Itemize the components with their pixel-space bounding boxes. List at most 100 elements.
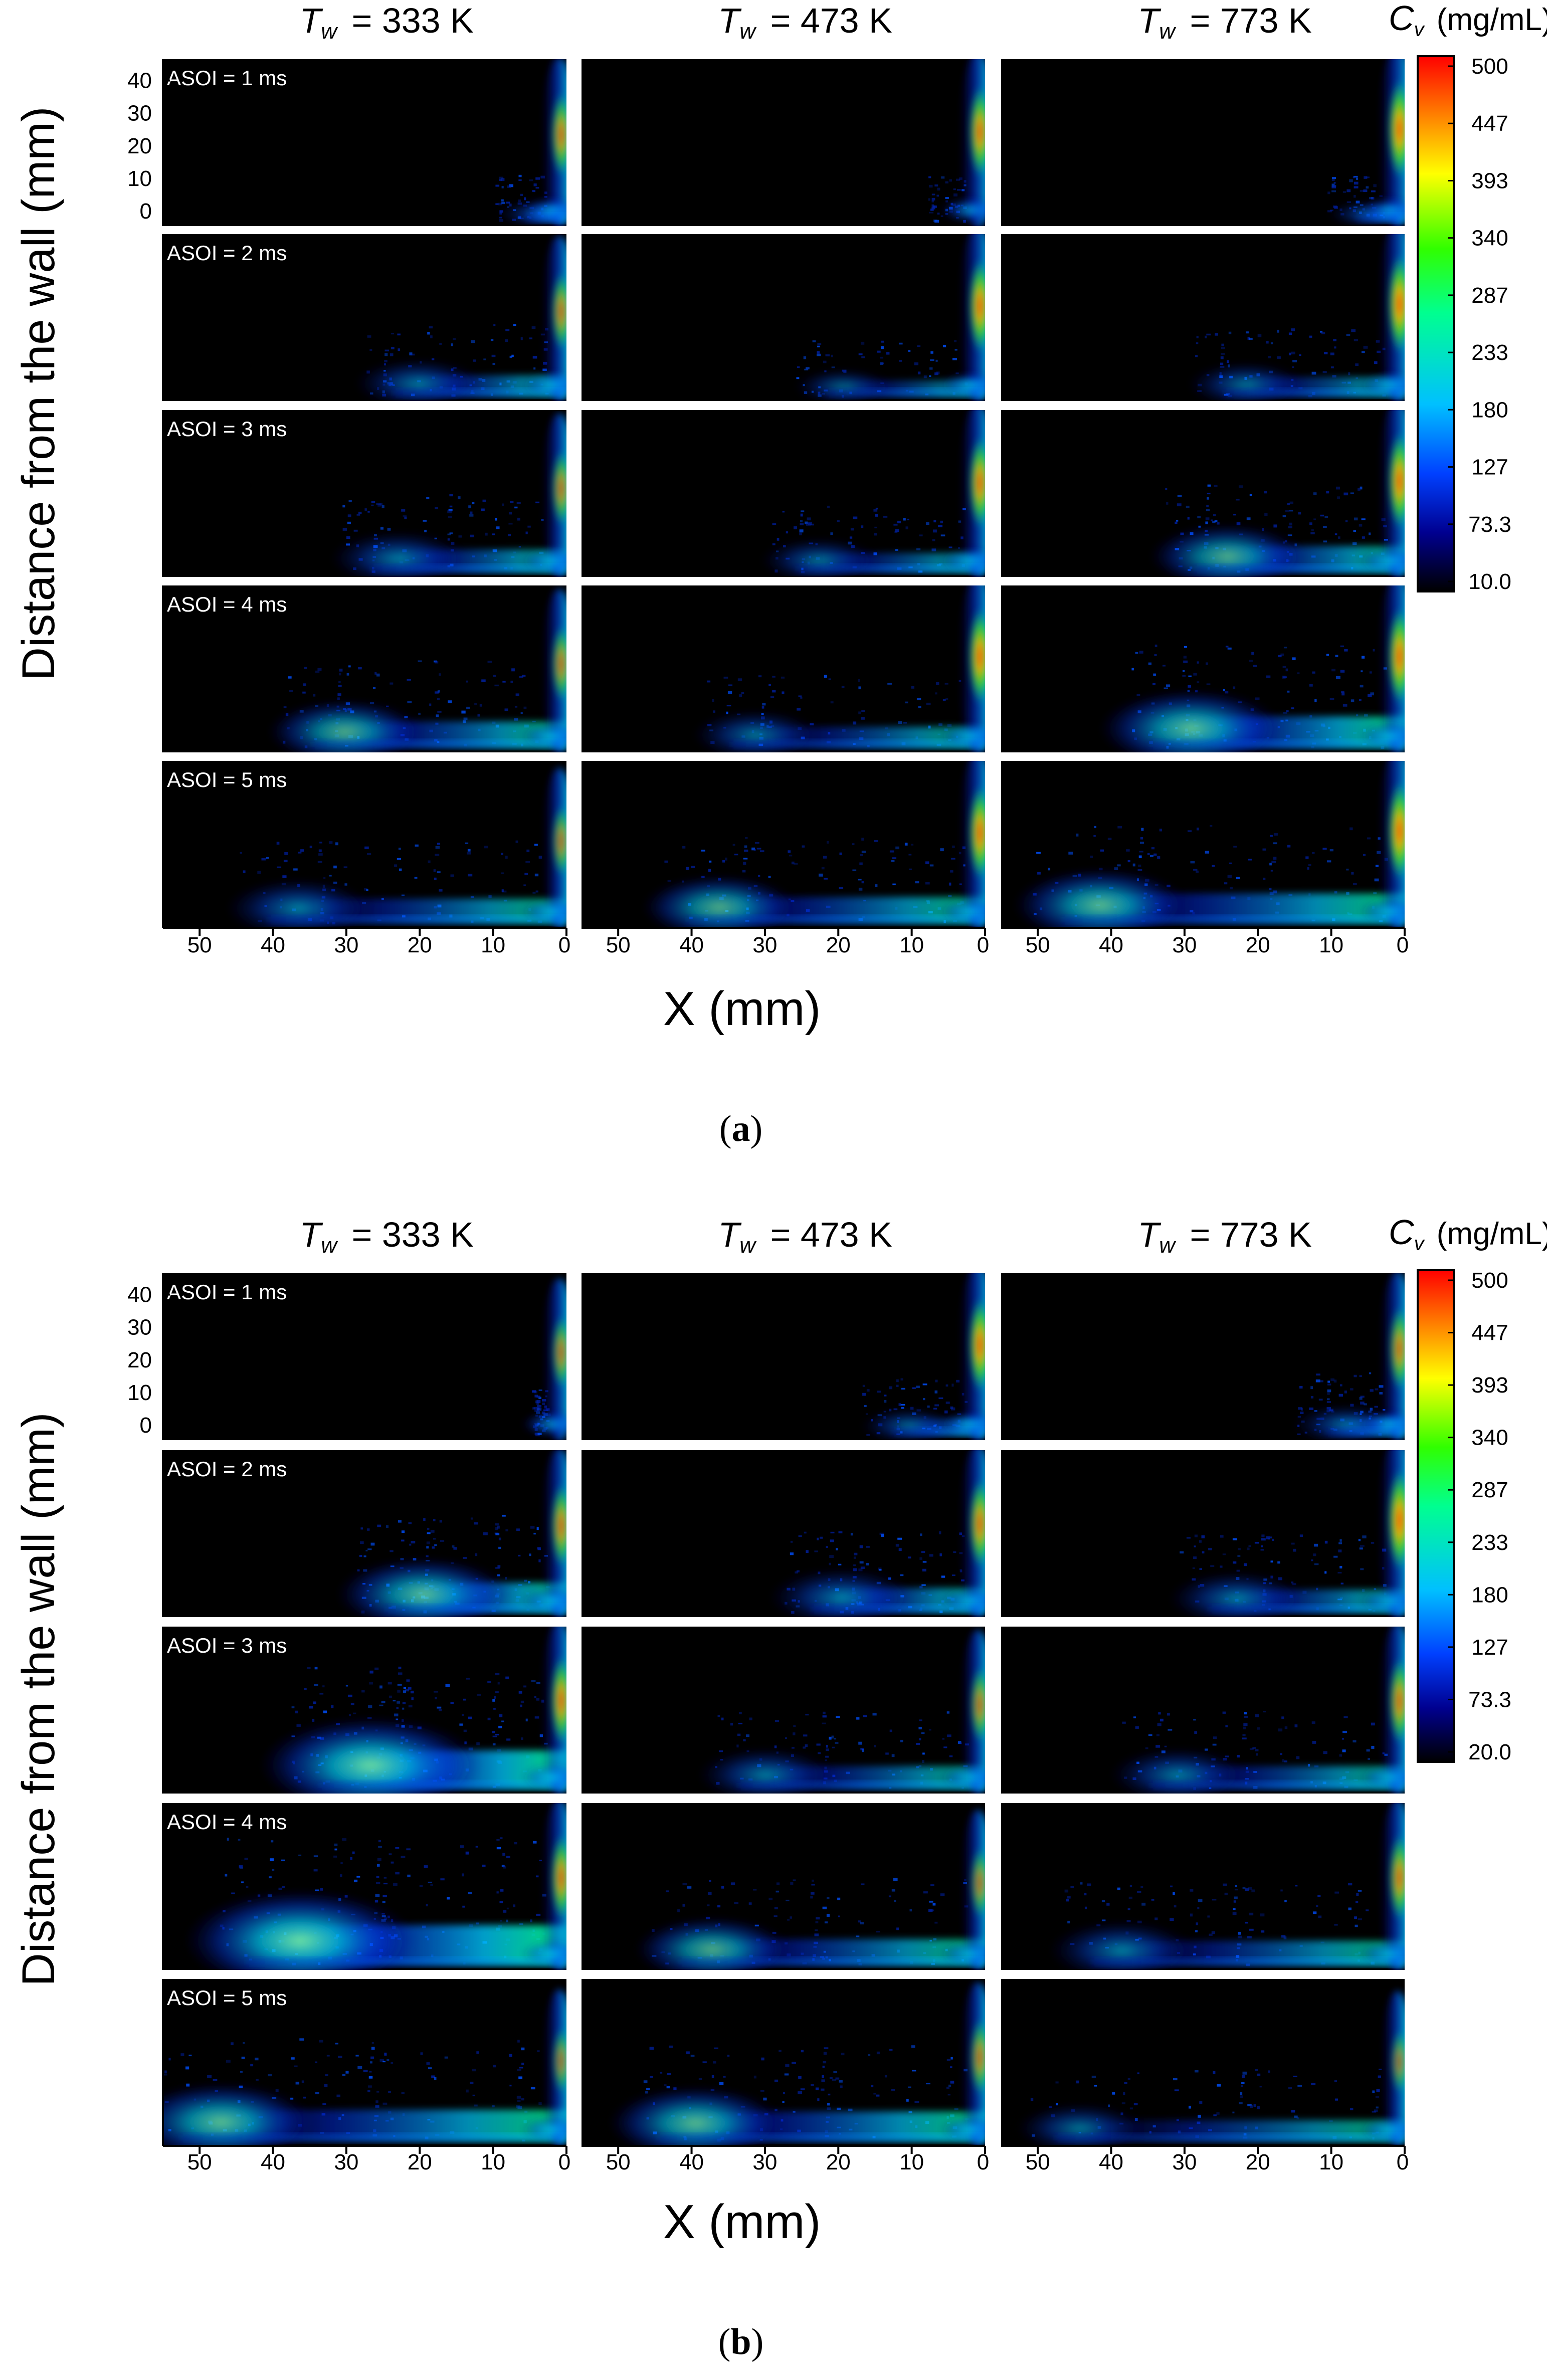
image-cell-pa-r5-c2 [582,761,985,928]
x-tick-label: 40 [1099,2150,1123,2174]
colorbar-tick-label: 340 [1471,226,1508,251]
colorbar-tick-label: 127 [1471,1635,1508,1660]
x-tick-label: 50 [606,933,631,957]
image-cell-pb-r1-c3 [1001,1273,1405,1440]
colorbar-b [1417,1269,1455,1763]
image-cell-pb-r2-c2 [582,1450,985,1617]
column-title-subscript: w [321,1233,338,1258]
colorbar-title: Cv (mg/mL) [1389,1213,1547,1255]
colorbar-tick-label: 127 [1471,455,1508,480]
x-tick-label: 50 [606,2150,631,2174]
y-axis-label: Distance from the wall (mm) [13,1412,64,1986]
column-title-2: Tw = 473 K [718,1,892,44]
x-axis-label: X (mm) [663,982,821,1036]
x-tick-label: 50 [187,933,212,957]
x-tick-label: 20 [1246,2150,1270,2174]
column-title-3: Tw = 773 K [1138,1215,1312,1258]
column-title-subscript: w [1159,1233,1177,1258]
x-tick-label: 50 [187,2150,212,2174]
x-tick-label: 0 [977,933,989,957]
colorbar-tick-label: 340 [1471,1426,1508,1450]
column-title-value: = 473 K [760,1215,892,1254]
image-cell-pa-r1-c1 [163,59,566,226]
y-tick-label: 0 [140,1413,152,1438]
y-tick-label: 40 [127,69,152,93]
x-tick-label: 30 [334,2150,358,2174]
image-cell-pa-r4-c3 [1001,585,1405,752]
column-title-symbol: T [300,1215,323,1254]
y-tick-label: 20 [127,134,152,158]
x-tick-label: 10 [481,2150,505,2174]
column-title-symbol: T [718,1215,742,1254]
colorbar-tick-label: 447 [1471,1321,1508,1345]
row-label-asoi-2: ASOI = 2 ms [167,241,287,265]
column-title-2: Tw = 473 K [718,1215,892,1258]
x-tick-label: 40 [261,933,285,957]
x-tick-label: 10 [899,933,924,957]
x-tick-label: 10 [899,2150,924,2174]
column-title-value: = 333 K [342,1,474,40]
image-cell-pa-r5-c1 [163,761,566,928]
image-cell-pb-r1-c2 [582,1273,985,1440]
y-tick-label: 30 [127,1315,152,1340]
image-cell-pb-r5-c2 [582,1979,985,2146]
x-tick-label: 20 [1246,933,1270,957]
colorbar-tick-label: 233 [1471,340,1508,365]
column-title-1: Tw = 333 K [300,1215,474,1258]
image-cell-pb-r3-c1 [163,1627,566,1794]
colorbar-tick-label: 287 [1471,283,1508,308]
row-label-asoi-4: ASOI = 4 ms [167,592,287,616]
image-cell-pb-r2-c1 [163,1450,566,1617]
column-title-symbol: T [1138,1,1162,40]
image-cell-pa-r2-c1 [163,234,566,401]
image-cell-pa-r2-c2 [582,234,985,401]
image-cell-pa-r3-c1 [163,410,566,577]
image-cell-pb-r3-c3 [1001,1627,1405,1794]
x-tick-label: 10 [1319,2150,1343,2174]
y-tick-label: 10 [127,1380,152,1405]
column-title-symbol: T [1138,1215,1162,1254]
column-title-value: = 773 K [1180,1215,1312,1254]
x-tick-label: 0 [977,2150,989,2174]
panel-caption-b: (b) [718,2321,764,2362]
image-cell-pb-r4-c1 [163,1803,566,1970]
image-cell-pa-r4-c1 [163,585,566,752]
x-tick-label: 30 [1172,2150,1197,2174]
x-tick-label: 20 [826,933,851,957]
y-tick-label: 20 [127,1348,152,1372]
row-label-asoi-1: ASOI = 1 ms [167,66,287,90]
image-cell-pb-r3-c2 [582,1627,985,1794]
colorbar-tick-label: 10.0 [1468,569,1511,594]
column-title-subscript: w [1159,19,1177,44]
colorbar-tick-label: 393 [1471,1373,1508,1398]
x-tick-label: 0 [558,2150,570,2174]
colorbar-tick-label: 180 [1471,398,1508,422]
panel-caption-a: (a) [719,1108,763,1149]
x-tick-label: 10 [1319,933,1343,957]
column-title-symbol: T [718,1,742,40]
x-tick-label: 40 [1099,933,1123,957]
column-title-value: = 773 K [1180,1,1312,40]
colorbar-tick-label: 393 [1471,168,1508,193]
row-label-asoi-5: ASOI = 5 ms [167,1986,287,2010]
y-axis-label: Distance from the wall (mm) [13,106,64,680]
x-tick-label: 20 [826,2150,851,2174]
image-cell-pa-r1-c3 [1001,59,1405,226]
y-tick-label: 40 [127,1283,152,1307]
column-title-1: Tw = 333 K [300,1,474,44]
x-tick-label: 20 [408,2150,432,2174]
colorbar-tick-label: 500 [1471,54,1508,79]
row-label-asoi-1: ASOI = 1 ms [167,1280,287,1304]
colorbar-tick-label: 180 [1471,1582,1508,1607]
column-title-value: = 333 K [342,1215,474,1254]
colorbar-tick-label: 447 [1471,111,1508,136]
x-tick-label: 0 [1397,2150,1409,2174]
image-cell-pa-r4-c2 [582,585,985,752]
image-cell-pb-r4-c3 [1001,1803,1405,1970]
y-tick-label: 30 [127,101,152,126]
colorbar-tick-label: 233 [1471,1530,1508,1555]
colorbar-tick-label: 73.3 [1468,512,1511,537]
x-tick-label: 0 [1397,933,1409,957]
x-tick-label: 40 [679,2150,704,2174]
row-label-asoi-3: ASOI = 3 ms [167,1634,287,1657]
